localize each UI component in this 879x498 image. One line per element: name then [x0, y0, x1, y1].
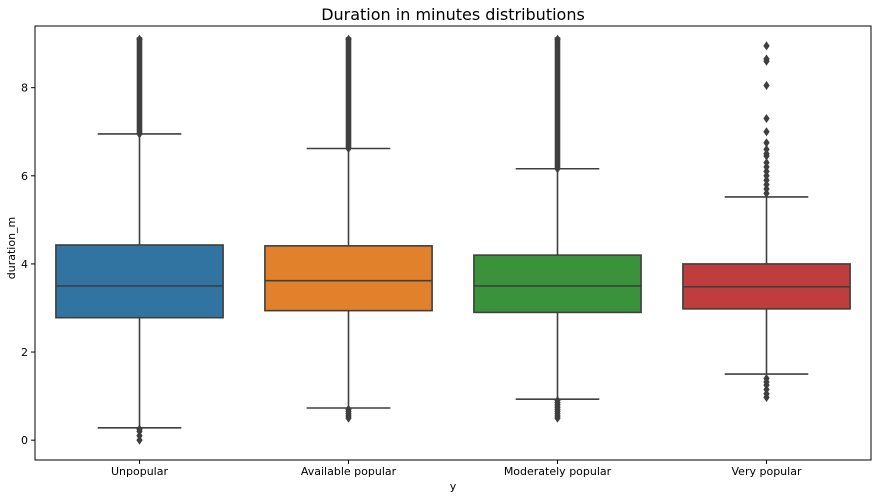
x-tick-label: Available popular	[301, 465, 397, 478]
outlier-point	[554, 34, 561, 44]
outlier-point	[763, 158, 770, 168]
x-axis-label: y	[450, 480, 457, 493]
x-tick-label: Very popular	[732, 465, 802, 478]
plot-area: Unpopular Available popular Moderately pop…	[21, 25, 872, 478]
outlier-point	[763, 144, 770, 154]
outlier-point	[763, 138, 770, 148]
y-axis-label: duration_m	[5, 217, 18, 280]
outlier-point	[345, 404, 352, 414]
x-tick-label: Unpopular	[111, 465, 168, 478]
plot-frame	[34, 25, 872, 461]
outlier-point	[136, 34, 143, 44]
outlier-band-high	[136, 37, 143, 134]
y-tick-label: 6	[21, 170, 28, 183]
box-unpopular	[55, 244, 224, 319]
outlier-point	[763, 41, 770, 51]
y-tick-label: 4	[21, 258, 28, 271]
box-moderately-popular	[473, 254, 642, 314]
chart-title: Duration in minutes distributions	[321, 5, 585, 24]
x-tick-label: Moderately popular	[504, 465, 612, 478]
outlier-point	[136, 129, 143, 139]
outlier-band-high	[554, 37, 561, 169]
y-tick-label: 0	[21, 434, 28, 447]
outlier-point	[763, 127, 770, 137]
outlier-point	[763, 54, 770, 64]
y-tick-label: 8	[21, 82, 28, 95]
outlier-point	[136, 424, 143, 434]
outlier-point	[345, 143, 352, 154]
box-available-popular	[264, 245, 433, 312]
outlier-point	[554, 395, 561, 406]
y-tick-label: 2	[21, 346, 28, 359]
outlier-point	[763, 80, 770, 91]
outlier-band-high	[345, 37, 352, 149]
outlier-point	[763, 373, 770, 384]
outlier-point	[763, 114, 770, 124]
outlier-point	[554, 164, 561, 174]
outlier-point	[345, 34, 352, 44]
